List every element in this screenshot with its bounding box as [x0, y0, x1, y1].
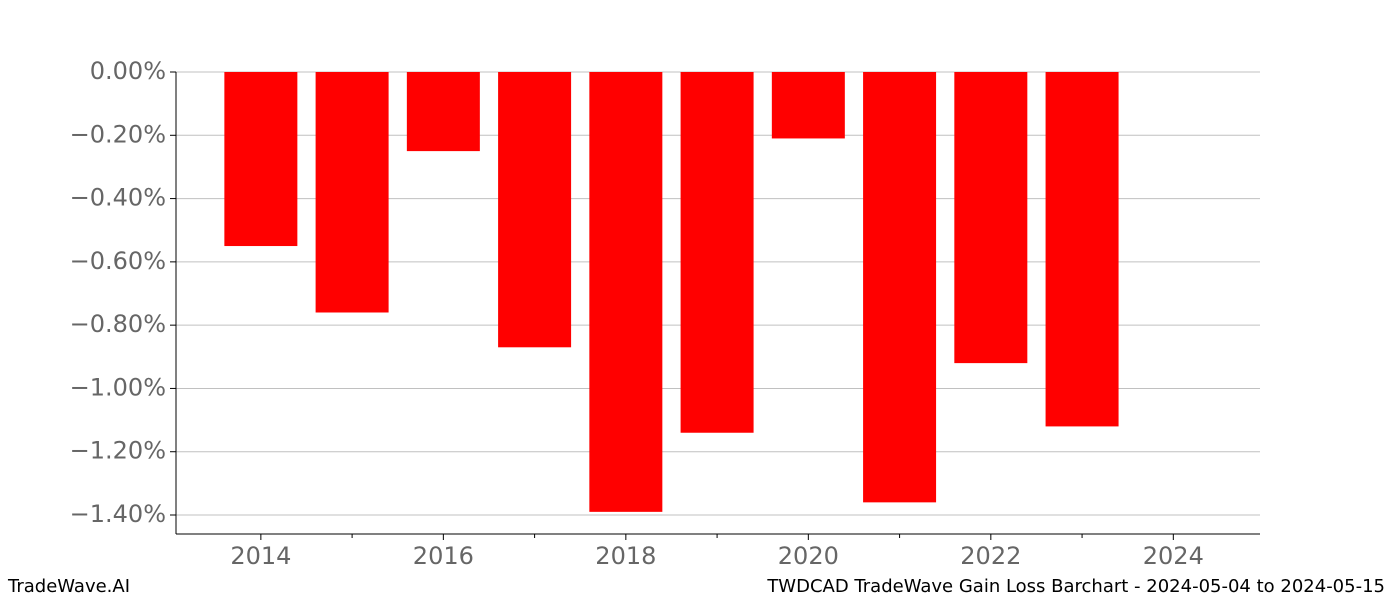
y-tick-label: −0.60%	[70, 247, 166, 275]
x-tick-label: 2022	[960, 542, 1021, 570]
y-tick-label: 0.00%	[90, 57, 166, 85]
bar	[589, 72, 663, 512]
y-tick-label: −1.20%	[70, 437, 166, 465]
x-tick-label: 2020	[778, 542, 839, 570]
bar	[1045, 72, 1119, 427]
y-tick-label: −0.80%	[70, 310, 166, 338]
bar	[224, 72, 298, 247]
x-tick-label: 2018	[595, 542, 656, 570]
bar	[863, 72, 937, 503]
chart-title: TWDCAD TradeWave Gain Loss Barchart - 20…	[766, 576, 1385, 597]
bar	[954, 72, 1028, 364]
x-tick-label: 2014	[230, 542, 291, 570]
bar	[771, 72, 845, 139]
bar	[680, 72, 754, 433]
y-tick-label: −0.20%	[70, 120, 166, 148]
bar	[406, 72, 480, 152]
y-tick-label: −1.40%	[70, 500, 166, 528]
bar	[498, 72, 572, 348]
x-tick-label: 2024	[1143, 542, 1204, 570]
y-tick-label: −1.00%	[70, 373, 166, 401]
brand: TradeWave.AI	[7, 576, 130, 597]
bar	[315, 72, 389, 313]
x-tick-label: 2016	[413, 542, 474, 570]
y-tick-label: −0.40%	[70, 184, 166, 212]
